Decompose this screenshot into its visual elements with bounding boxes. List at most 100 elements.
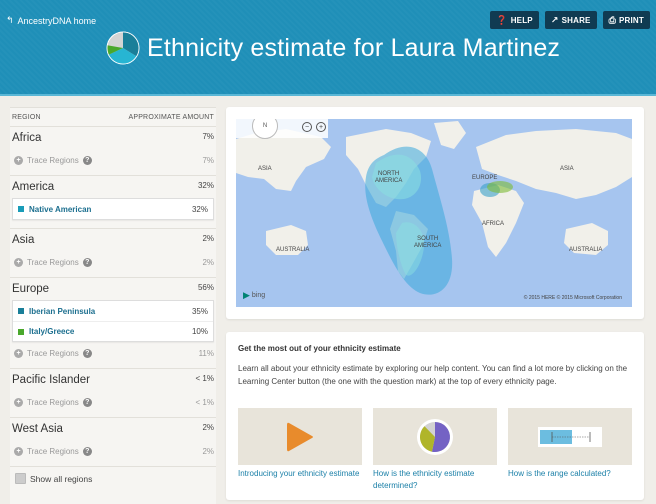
header-actions: ❓ HELP ↗ SHARE ⎙ PRINT bbox=[490, 11, 650, 29]
subregion-name: Italy/Greece bbox=[29, 327, 75, 336]
subregion-list: Native American 32% bbox=[12, 198, 214, 220]
checkbox[interactable] bbox=[15, 473, 26, 484]
subregion-italy-greece[interactable]: Italy/Greece 10% bbox=[13, 321, 213, 341]
regions-table-header: REGION APPROXIMATE AMOUNT bbox=[10, 107, 216, 127]
question-circle-icon: ❓ bbox=[496, 14, 508, 25]
plus-circle-icon: + bbox=[14, 397, 23, 407]
tile-link[interactable]: How is the range calculated? bbox=[508, 469, 611, 478]
region-asia: Asia 2% + Trace Regions ? 2% bbox=[10, 229, 216, 278]
region-pct: 7% bbox=[202, 132, 214, 141]
subregion-iberian-peninsula[interactable]: Iberian Peninsula 35% bbox=[13, 301, 213, 321]
print-icon: ⎙ bbox=[608, 14, 616, 25]
trace-pct: < 1% bbox=[195, 397, 214, 407]
trace-regions-toggle[interactable]: + Trace Regions ? bbox=[14, 257, 92, 267]
subregion-pct: 32% bbox=[191, 204, 208, 214]
ancestrydna-home-link[interactable]: ↰ AncestryDNA home bbox=[6, 15, 96, 26]
plus-circle-icon: + bbox=[14, 257, 23, 267]
help-circle-icon[interactable]: ? bbox=[82, 257, 92, 267]
plus-circle-icon: + bbox=[14, 446, 23, 456]
trace-label: Trace Regions bbox=[27, 446, 79, 456]
color-swatch bbox=[18, 308, 24, 314]
help-circle-icon[interactable]: ? bbox=[82, 155, 92, 165]
trace-pct: 2% bbox=[202, 446, 214, 456]
compass-label: N bbox=[262, 123, 268, 129]
region-name: Pacific Islander bbox=[12, 374, 90, 386]
home-link-label: AncestryDNA home bbox=[17, 15, 97, 26]
region-west-asia: West Asia 2% + Trace Regions ? 2% bbox=[10, 418, 216, 467]
print-button[interactable]: ⎙ PRINT bbox=[602, 11, 650, 29]
tile-range-calculated[interactable]: How is the range calculated? bbox=[508, 408, 632, 492]
region-row[interactable]: Europe 56% bbox=[10, 278, 216, 300]
bing-label: bing bbox=[251, 292, 266, 299]
trace-regions-toggle[interactable]: + Trace Regions ? bbox=[14, 348, 92, 358]
help-card: Get the most out of your ethnicity estim… bbox=[226, 332, 644, 500]
trace-regions-toggle[interactable]: + Trace Regions ? bbox=[14, 155, 92, 165]
bing-logo: ▶ bing bbox=[243, 290, 265, 301]
map-label-asia-east: ASIA bbox=[560, 166, 574, 172]
tile-link[interactable]: How is the ethnicity estimate determined… bbox=[373, 469, 475, 490]
subregion-pct: 35% bbox=[191, 306, 208, 316]
trace-regions-toggle[interactable]: + Trace Regions ? bbox=[14, 397, 92, 407]
tile-how-determined[interactable]: How is the ethnicity estimate determined… bbox=[373, 408, 497, 492]
region-name: America bbox=[12, 181, 55, 193]
trace-regions-toggle[interactable]: + Trace Regions ? bbox=[14, 446, 92, 456]
subregion-native-american[interactable]: Native American 32% bbox=[13, 199, 213, 219]
ethnicity-map[interactable]: ASIA NORTH AMERICA EUROPE ASIA AFRICA AU… bbox=[236, 119, 632, 307]
region-row[interactable]: West Asia 2% bbox=[10, 418, 216, 440]
trace-regions-row: + Trace Regions ? < 1% bbox=[10, 391, 216, 413]
region-europe: Europe 56% Iberian Peninsula 35% Italy/G… bbox=[10, 278, 216, 369]
zoom-out-icon[interactable]: − bbox=[302, 122, 312, 132]
zoom-in-label: + bbox=[318, 123, 324, 131]
subregion-pct: 10% bbox=[191, 327, 208, 336]
zoom-out-label: − bbox=[304, 123, 310, 131]
trace-pct: 7% bbox=[202, 155, 214, 165]
share-label: SHARE bbox=[561, 15, 591, 25]
trace-pct: 11% bbox=[198, 348, 214, 358]
show-all-label: Show all regions bbox=[30, 473, 93, 484]
play-icon bbox=[287, 422, 313, 451]
amount-column-header: APPROXIMATE AMOUNT bbox=[128, 113, 214, 121]
help-circle-icon[interactable]: ? bbox=[82, 397, 92, 407]
region-pct: 2% bbox=[202, 234, 214, 243]
tile-thumbnail bbox=[373, 408, 497, 465]
pie-chart-icon bbox=[417, 418, 453, 455]
tile-link[interactable]: Introducing your ethnicity estimate bbox=[238, 469, 360, 478]
tile-thumbnail bbox=[238, 408, 362, 465]
help-circle-icon[interactable]: ? bbox=[82, 348, 92, 358]
region-name: Europe bbox=[12, 283, 50, 295]
compass-icon[interactable]: N bbox=[252, 119, 278, 139]
map-label-asia-west: ASIA bbox=[258, 166, 272, 172]
subregion-name: Native American bbox=[29, 204, 92, 214]
bing-b-icon: ▶ bbox=[243, 290, 250, 300]
plus-circle-icon: + bbox=[14, 155, 23, 165]
map-label-africa: AFRICA bbox=[482, 221, 505, 227]
page-title: Ethnicity estimate for Laura Martinez bbox=[147, 33, 561, 62]
trace-pct: 2% bbox=[202, 257, 214, 267]
print-label: PRINT bbox=[619, 15, 644, 25]
help-circle-icon[interactable]: ? bbox=[82, 446, 92, 456]
subregion-list: Iberian Peninsula 35% Italy/Greece 10% bbox=[12, 300, 214, 342]
show-all-regions-checkbox[interactable]: Show all regions bbox=[10, 467, 216, 490]
trace-regions-row: + Trace Regions ? 2% bbox=[10, 440, 216, 462]
trace-label: Trace Regions bbox=[27, 348, 79, 358]
color-swatch bbox=[18, 328, 24, 335]
map-label-south-america: SOUTH AMERICA bbox=[414, 236, 442, 249]
zoom-in-icon[interactable]: + bbox=[316, 122, 326, 132]
help-tiles: Introducing your ethnicity estimate How … bbox=[238, 408, 632, 492]
map-copyright: © 2015 HERE © 2015 Microsoft Corporation bbox=[523, 295, 622, 301]
help-label: HELP bbox=[510, 15, 533, 25]
map-controls: N − + bbox=[236, 119, 328, 139]
back-arrow-icon: ↰ bbox=[6, 15, 14, 25]
trace-label: Trace Regions bbox=[27, 397, 79, 407]
region-row[interactable]: Asia 2% bbox=[10, 229, 216, 251]
tile-introducing[interactable]: Introducing your ethnicity estimate bbox=[238, 408, 362, 492]
share-button[interactable]: ↗ SHARE bbox=[544, 11, 597, 29]
region-row[interactable]: Africa 7% bbox=[10, 127, 216, 149]
region-row[interactable]: America 32% bbox=[10, 176, 216, 198]
share-icon: ↗ bbox=[550, 14, 559, 25]
region-row[interactable]: Pacific Islander < 1% bbox=[10, 369, 216, 391]
ethnicity-pie-icon bbox=[106, 31, 140, 65]
range-bar-icon bbox=[538, 426, 602, 447]
help-button[interactable]: ❓ HELP bbox=[490, 11, 539, 29]
title-area: Ethnicity estimate for Laura Martinez bbox=[106, 31, 560, 65]
